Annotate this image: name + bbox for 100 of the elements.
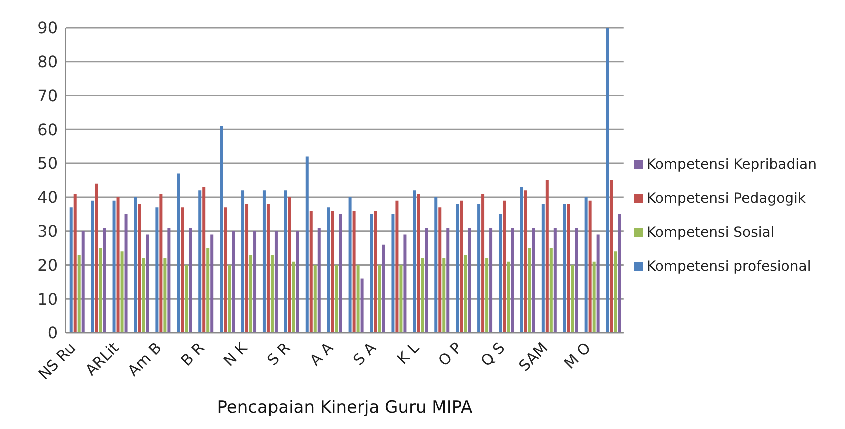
bar [596,234,600,333]
bar [356,265,360,333]
x-tick-label: B R [178,339,208,370]
bar [382,244,386,333]
y-tick-label: 20 [38,256,58,275]
bar [434,197,438,333]
bar [400,265,403,333]
bar [250,255,253,333]
bar [528,248,532,333]
bar [446,228,450,333]
bar [103,228,106,333]
bar [274,231,278,333]
bar [618,214,622,333]
bar [270,255,274,333]
bar [185,265,188,333]
bar [202,187,206,333]
bar [310,211,313,333]
x-axis-title: Pencapaian Kinerja Guru MIPA [217,398,474,418]
bar [292,262,296,333]
y-tick-label: 80 [38,52,58,72]
bar [82,231,85,333]
bar [498,214,502,333]
bar [614,252,618,333]
bar [220,126,224,333]
bar [306,156,309,333]
bar [266,204,270,333]
bar [296,231,300,333]
bar [116,197,120,333]
bar [74,194,77,333]
bar [532,228,536,333]
x-tick-label: S A [350,338,380,370]
bar [331,211,334,333]
bar [206,248,210,333]
bar [606,28,610,333]
x-tick-label: K L [394,338,424,368]
bar [95,184,98,333]
bar [339,214,342,333]
y-tick-label: 10 [38,290,58,309]
bar [417,194,420,333]
bar [181,208,184,333]
bar [506,262,510,333]
bar [112,200,116,333]
bar [224,208,228,333]
bar [490,228,493,333]
bar [284,190,288,333]
bar [168,228,171,333]
x-tick-label: Am B [124,339,166,380]
x-tick-label: S R [264,339,294,370]
legend-label: Kompetensi profesional [646,258,812,274]
bar [524,190,528,333]
y-tick-label: 40 [38,188,58,208]
bar [318,228,321,333]
bar [198,190,202,333]
bar [138,204,142,333]
legend-label: Kompetensi Pedagogik [646,190,806,206]
bar [478,204,481,333]
bar [254,231,257,333]
bar [554,228,557,333]
bar [396,200,399,333]
bar [314,265,317,333]
bar [592,262,596,333]
x-tick-label: Q S [478,339,509,370]
bar [262,190,266,333]
bar [91,200,94,333]
bar [468,228,472,333]
bar [164,258,167,333]
legend-label: Kompetensi Kepribadian [646,156,817,172]
bar [352,211,356,333]
bar [335,265,338,333]
bar [378,265,382,333]
bar [232,231,236,333]
x-tick-label: A A [306,338,338,370]
bar [124,214,128,333]
bar [413,190,416,333]
bar [70,208,73,333]
bar [142,258,146,333]
bar [588,200,592,333]
bar [610,180,614,333]
bar [327,208,330,333]
bar [425,228,428,333]
bar [189,228,192,333]
bar [502,200,506,333]
y-tick-label: 50 [38,154,58,174]
bar [360,278,364,333]
bar [120,252,124,333]
bar [546,180,549,333]
bar [78,255,81,333]
bar [404,234,407,333]
bar [288,197,292,333]
bar [563,204,566,333]
y-tick-label: 90 [38,18,58,38]
bar [575,228,578,333]
bar [99,248,102,333]
bar [520,187,524,333]
y-tick-label: 70 [38,86,58,106]
bar [242,190,245,333]
bar [460,200,464,333]
x-tick-label: M O [560,339,595,373]
bar [370,214,374,333]
bar [567,204,570,333]
